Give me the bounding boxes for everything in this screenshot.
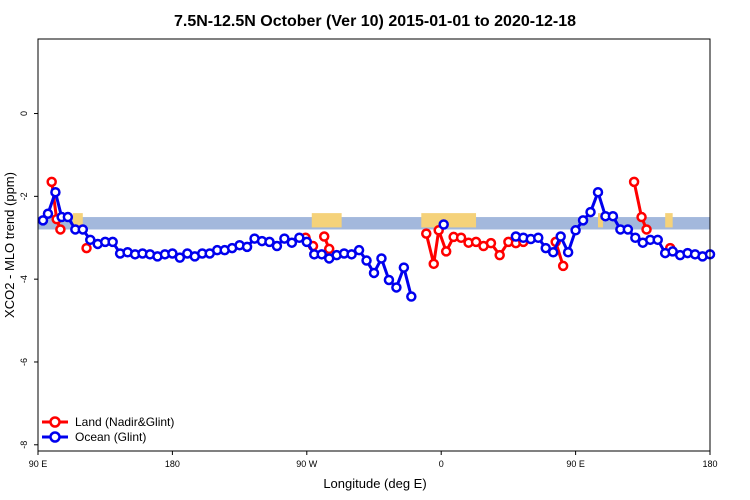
data-point <box>85 234 96 246</box>
data-point <box>485 237 497 249</box>
data-point <box>264 236 275 248</box>
data-point <box>636 211 647 223</box>
data-point <box>406 291 417 302</box>
data-point <box>428 258 439 270</box>
y-tick-label: -6 <box>19 358 29 366</box>
data-point <box>55 224 66 235</box>
data-point <box>81 242 92 254</box>
data-point <box>346 249 357 260</box>
data-point <box>470 236 482 248</box>
data-point <box>641 224 652 235</box>
land-band-segment <box>665 213 673 228</box>
data-point <box>577 215 589 226</box>
data-point <box>174 252 186 263</box>
land-band-segment <box>72 213 83 228</box>
land-band-segment <box>598 213 603 228</box>
y-tick-label: -2 <box>19 192 29 200</box>
data-point <box>46 176 57 188</box>
series-ocean <box>37 186 716 302</box>
data-point <box>421 228 432 239</box>
data-point <box>318 231 330 242</box>
data-point <box>62 211 74 223</box>
data-point <box>77 224 89 235</box>
data-point <box>652 234 663 246</box>
y-axis: 0 -2 -4 -6 -8 <box>19 111 38 449</box>
ocean-band <box>38 217 710 230</box>
data-point <box>540 242 551 254</box>
data-point <box>241 241 253 253</box>
series-layer <box>37 176 716 302</box>
x-axis-label: Longitude (deg E) <box>323 476 426 491</box>
x-tick-label: 0 <box>439 459 444 469</box>
data-point <box>607 210 619 222</box>
data-point <box>361 255 372 266</box>
legend-ocean-marker <box>49 431 61 443</box>
land-band-segment <box>421 213 477 228</box>
x-tick-label: 90 E <box>29 459 48 469</box>
data-point <box>585 206 596 218</box>
data-point <box>383 274 395 286</box>
data-point <box>628 176 640 188</box>
chart-title: 7.5N-12.5N October (Ver 10) 2015-01-01 t… <box>174 13 576 30</box>
data-point <box>562 246 574 258</box>
data-point <box>547 246 559 258</box>
x-tick-label: 90 W <box>296 459 318 469</box>
y-tick-label: -4 <box>19 275 29 283</box>
data-point <box>50 186 61 198</box>
data-point <box>368 267 380 279</box>
data-point <box>494 249 505 261</box>
data-point <box>630 232 641 244</box>
data-point <box>557 260 569 272</box>
y-axis-label: XCO2 - MLO trend (ppm) <box>2 172 17 318</box>
data-point <box>592 186 604 198</box>
land-band-segment <box>311 213 342 228</box>
data-point <box>37 215 49 226</box>
data-point <box>555 231 566 242</box>
x-tick-label: 90 E <box>566 459 585 469</box>
legend-ocean-label: Ocean (Glint) <box>75 430 146 444</box>
data-point <box>398 262 410 273</box>
data-point <box>42 208 54 219</box>
plot-frame <box>37 38 711 452</box>
data-point <box>455 232 467 244</box>
data-point <box>376 253 387 264</box>
legend-land-marker <box>49 416 61 428</box>
data-point <box>391 282 402 293</box>
x-tick-label: 180 <box>702 459 717 469</box>
y-tick-label: 0 <box>19 111 29 116</box>
data-point <box>167 248 178 259</box>
legend-land-label: Land (Nadir&Glint) <box>75 415 174 429</box>
x-tick-label: 180 <box>165 459 180 469</box>
data-point <box>570 225 581 236</box>
data-point <box>622 224 634 235</box>
data-point <box>353 244 365 256</box>
background-bands <box>38 213 710 230</box>
data-point <box>286 237 298 248</box>
y-tick-label: -8 <box>19 441 29 449</box>
data-point <box>438 219 449 230</box>
data-point <box>533 232 544 244</box>
data-point <box>294 232 305 244</box>
legend: Land (Nadir&Glint) Ocean (Glint) <box>42 415 174 444</box>
data-point <box>107 236 118 248</box>
data-point <box>279 233 290 244</box>
x-axis: 90 E 180 90 W 0 90 E 180 <box>29 451 718 469</box>
data-point <box>301 236 313 248</box>
data-point <box>316 249 327 260</box>
data-point <box>271 240 283 252</box>
data-point <box>440 246 452 257</box>
data-point <box>323 243 335 255</box>
